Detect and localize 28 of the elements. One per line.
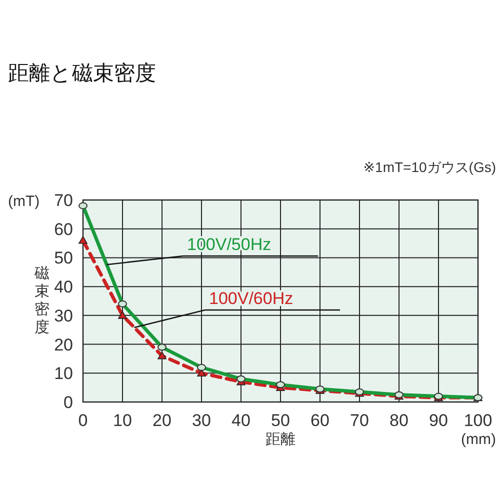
x-tick-label: 100 (464, 411, 492, 430)
y-tick-label: 20 (54, 335, 73, 354)
x-tick-label: 60 (310, 411, 330, 430)
point (118, 311, 127, 319)
point (158, 351, 166, 360)
x-tick-label: 40 (232, 411, 250, 430)
x-tick-label: 30 (192, 411, 211, 430)
y-tick-label: 40 (54, 278, 73, 297)
x-tick-label: 80 (390, 411, 408, 430)
y-tick-label: 0 (64, 393, 73, 412)
chart-title: 距離と磁束密度 (8, 62, 156, 85)
y-axis-title: 磁束密度 (34, 265, 50, 336)
x-tick-label: 90 (429, 411, 448, 430)
x-tick-label: 0 (78, 411, 88, 430)
x-tick-label: 50 (271, 411, 290, 430)
y-tick-label: 60 (54, 220, 73, 239)
x-tick-label: 20 (152, 411, 172, 430)
x-tick-label: 10 (113, 411, 132, 430)
text: ※1mT=10ガウス(Gs) (363, 159, 496, 175)
y-tick-label: 10 (54, 364, 73, 384)
text: (mT) (8, 193, 40, 210)
y-tick-label: 50 (54, 248, 73, 268)
point (78, 236, 88, 244)
x-axis-title: 距離 (266, 431, 296, 448)
x-tick-label: 70 (350, 411, 369, 430)
text: (mm) (461, 431, 496, 448)
y-tick-label: 30 (54, 306, 73, 326)
y-tick-label: 70 (54, 191, 73, 210)
